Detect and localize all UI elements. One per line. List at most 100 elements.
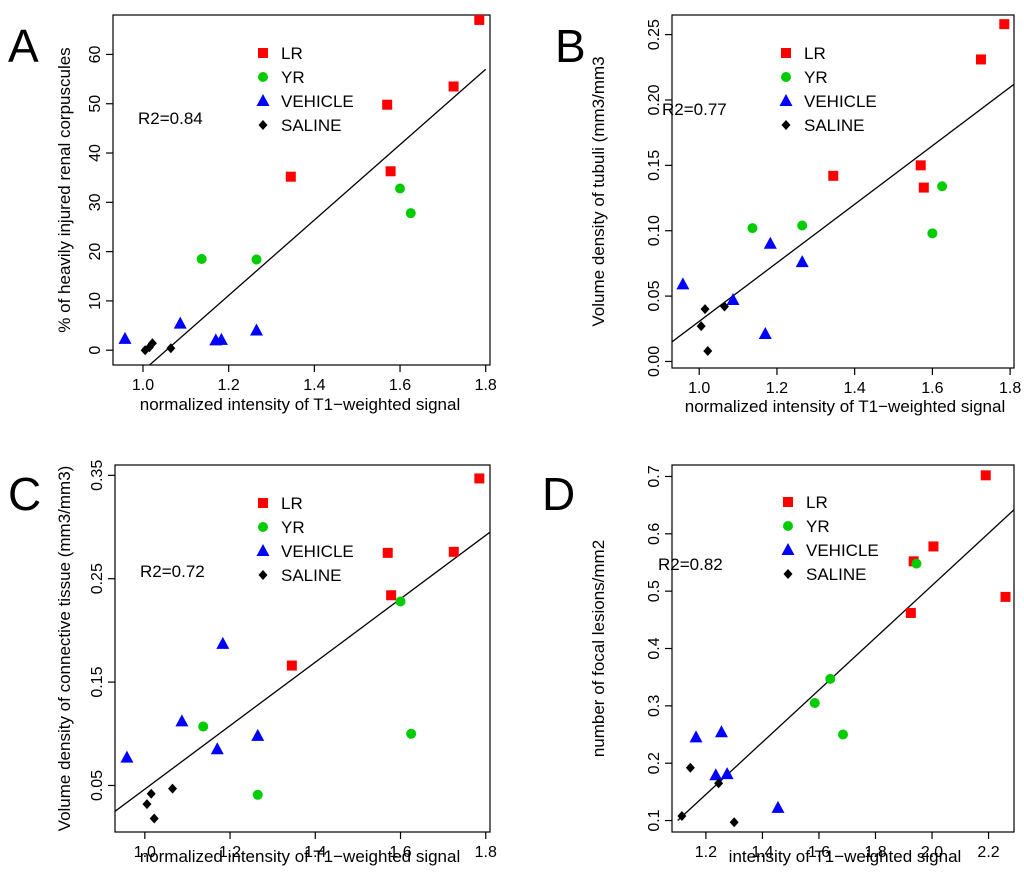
x-tick-label: 1.4 bbox=[844, 380, 866, 397]
legend-marker-vehicle bbox=[256, 544, 270, 556]
x-axis-label: normalized intensity of T1−weighted sign… bbox=[140, 395, 461, 414]
x-axis-label: normalized intensity of T1−weighted sign… bbox=[140, 847, 461, 866]
r2-annotation: R2=0.77 bbox=[662, 100, 727, 119]
y-tick-label: 10 bbox=[87, 292, 104, 310]
point-yr bbox=[395, 596, 406, 607]
plot-frame bbox=[114, 464, 491, 833]
point-yr bbox=[196, 254, 207, 265]
y-tick-label: 0.6 bbox=[646, 523, 663, 545]
x-tick-label: 1.0 bbox=[134, 844, 156, 861]
x-tick-label: 2.0 bbox=[921, 844, 943, 861]
point-lr bbox=[286, 660, 297, 671]
r2-annotation: R2=0.82 bbox=[658, 555, 723, 574]
y-tick-label: 0.05 bbox=[89, 770, 106, 801]
point-lr bbox=[828, 170, 839, 181]
legend-label-yr: YR bbox=[281, 518, 305, 537]
y-tick-label: 0.5 bbox=[646, 580, 663, 602]
x-tick-label: 2.2 bbox=[977, 844, 999, 861]
legend-marker-yr bbox=[783, 521, 793, 531]
legend-marker-lr bbox=[258, 498, 268, 508]
point-vehicle bbox=[216, 636, 230, 649]
point-lr bbox=[999, 19, 1010, 30]
y-tick-label: 0.15 bbox=[646, 150, 663, 181]
legend-marker-yr bbox=[781, 72, 791, 82]
plot-frame bbox=[671, 14, 1015, 369]
y-tick-label: 0.7 bbox=[646, 465, 663, 487]
point-lr bbox=[474, 473, 485, 484]
point-saline bbox=[149, 813, 159, 824]
x-tick-label: 1.8 bbox=[475, 844, 497, 861]
legend-marker-lr bbox=[258, 48, 268, 58]
point-vehicle bbox=[210, 742, 224, 755]
point-saline bbox=[700, 304, 710, 315]
panel-letter: D bbox=[542, 468, 575, 520]
legend-label-vehicle: VEHICLE bbox=[804, 92, 877, 111]
y-tick-label: 0 bbox=[87, 346, 104, 355]
point-lr bbox=[915, 160, 926, 171]
x-tick-label: 1.8 bbox=[999, 380, 1021, 397]
point-vehicle bbox=[251, 728, 265, 741]
y-tick-label: 0.05 bbox=[646, 280, 663, 311]
panel-b: B 1.0 1.2 1.4 1.6 1.8 0.00 0.05 0.10 0.15 0.20 0.25… bbox=[555, 14, 1021, 416]
point-yr bbox=[198, 721, 209, 732]
legend-label-vehicle: VEHICLE bbox=[281, 92, 354, 111]
point-lr bbox=[382, 99, 393, 110]
legend-label-lr: LR bbox=[281, 44, 303, 63]
legend-label-lr: LR bbox=[806, 493, 828, 512]
point-saline bbox=[719, 301, 729, 312]
point-lr bbox=[905, 607, 916, 618]
y-axis-label: % of heavily injured renal corpuscules bbox=[55, 47, 74, 332]
legend-marker-vehicle bbox=[781, 543, 795, 555]
legend-marker-saline bbox=[781, 120, 791, 130]
y-tick-label: 60 bbox=[87, 45, 104, 63]
point-vehicle bbox=[763, 236, 777, 249]
point-vehicle bbox=[709, 768, 723, 781]
point-saline bbox=[146, 788, 156, 799]
point-yr bbox=[838, 729, 848, 740]
y-tick-label: 50 bbox=[87, 95, 104, 113]
plot-frame bbox=[112, 14, 491, 366]
point-lr bbox=[474, 14, 485, 25]
y-tick-label: 0.10 bbox=[646, 215, 663, 246]
panel-d: D 1.2 1.4 1.6 1.8 2.0 2.2 0.1 0.2 0.3 0.4 0.5 0.6 0.7… bbox=[542, 464, 1015, 866]
y-axis-label: Volume density of connective tissue (mm3… bbox=[55, 466, 74, 832]
y-axis-label: Volume density of tubuli (mm3/mm3 bbox=[589, 56, 608, 326]
point-saline bbox=[714, 778, 724, 789]
y-tick-label: 0.4 bbox=[646, 637, 663, 659]
legend-label-saline: SALINE bbox=[804, 116, 864, 135]
y-tick-label: 0.00 bbox=[646, 346, 663, 377]
y-tick-label: 0.2 bbox=[646, 752, 663, 774]
point-lr bbox=[382, 547, 393, 558]
panel-c: C 1.0 1.2 1.4 1.6 1.8 0.05 0.15 0.25 0.35 normaliz… bbox=[8, 460, 497, 866]
point-lr bbox=[386, 590, 397, 601]
legend-marker-saline bbox=[258, 120, 268, 130]
x-tick-label: 1.4 bbox=[304, 844, 326, 861]
point-yr bbox=[911, 558, 922, 569]
point-saline bbox=[166, 343, 176, 354]
point-vehicle bbox=[726, 293, 740, 306]
legend-label-saline: SALINE bbox=[281, 116, 341, 135]
x-tick-label: 1.0 bbox=[688, 380, 710, 397]
point-yr bbox=[797, 220, 808, 231]
r2-annotation: R2=0.84 bbox=[138, 109, 203, 128]
point-yr bbox=[937, 181, 948, 192]
legend-marker-vehicle bbox=[779, 94, 793, 106]
y-tick-label: 40 bbox=[87, 144, 104, 162]
y-tick-label: 0.25 bbox=[646, 19, 663, 50]
x-tick-label: 1.6 bbox=[389, 377, 411, 394]
point-lr bbox=[385, 166, 396, 177]
y-tick-label: 0.15 bbox=[89, 666, 106, 697]
point-vehicle bbox=[175, 714, 189, 727]
legend-label-yr: YR bbox=[804, 68, 828, 87]
y-tick-label: 20 bbox=[87, 243, 104, 261]
legend-label-lr: LR bbox=[804, 44, 826, 63]
x-tick-label: 1.6 bbox=[808, 844, 830, 861]
point-vehicle bbox=[720, 767, 734, 780]
x-axis-label: normalized intensity of T1−weighted sign… bbox=[685, 397, 1006, 416]
point-vehicle bbox=[214, 332, 228, 345]
legend-label-saline: SALINE bbox=[281, 566, 341, 585]
point-vehicle bbox=[676, 277, 690, 290]
r2-annotation: R2=0.72 bbox=[140, 562, 205, 581]
point-lr bbox=[918, 182, 929, 193]
